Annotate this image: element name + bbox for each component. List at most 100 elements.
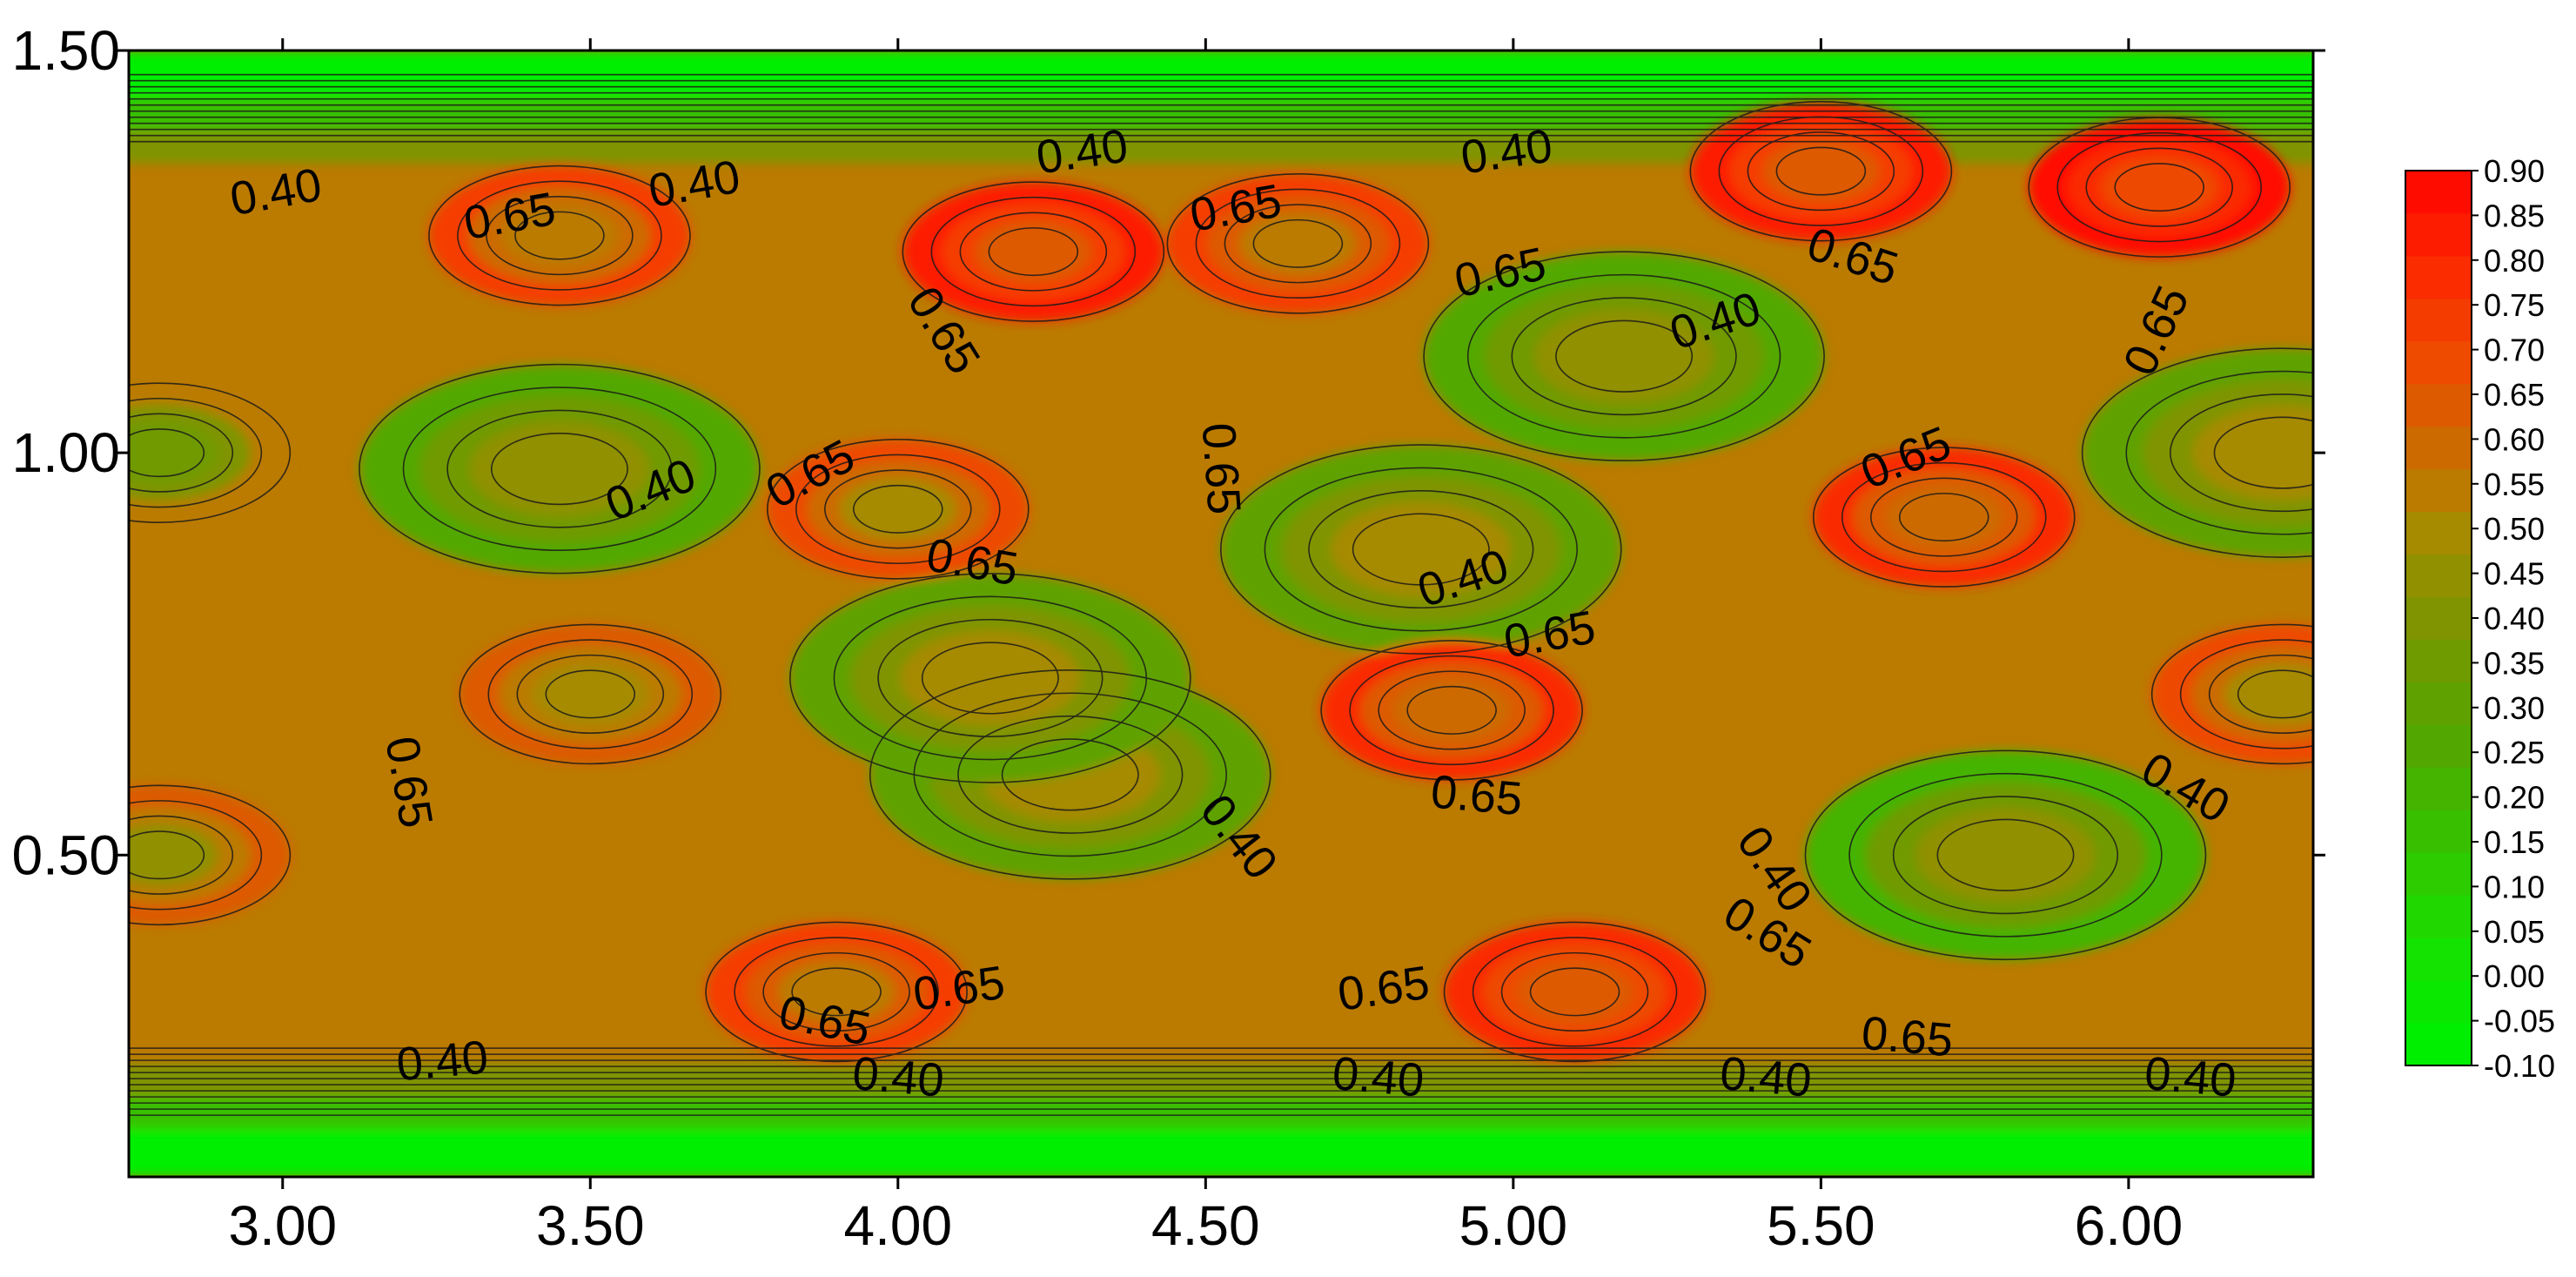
contour-line xyxy=(1466,273,1781,439)
x-tick-label: 5.00 xyxy=(1459,1194,1568,1257)
colorbar-label: 0.45 xyxy=(2484,556,2545,592)
x-tick-label: 3.50 xyxy=(536,1194,645,1257)
contour-line xyxy=(1775,146,1867,196)
colorbar-label: 0.20 xyxy=(2484,780,2545,816)
contour-label: 0.40 xyxy=(1033,119,1130,184)
field-cell xyxy=(129,823,218,887)
colorbar: -0.10 -0.05 0.00 0.05 0.10 0.15 0.20 0.25 0.30 0.… xyxy=(2405,153,2555,1084)
contour-line xyxy=(1224,204,1372,284)
contour-line xyxy=(930,196,1137,307)
contour-line xyxy=(767,439,1030,580)
colorbar-label: 0.05 xyxy=(2484,914,2545,950)
contour-line xyxy=(2150,623,2313,765)
contour-line xyxy=(487,639,694,749)
colorbar-swatch xyxy=(2405,852,2472,896)
colorbar-swatch xyxy=(2405,298,2472,342)
contour-label: 0.65 xyxy=(1192,421,1251,516)
colorbar-label: 0.30 xyxy=(2484,690,2545,726)
contour-label: 0.65 xyxy=(1429,765,1525,825)
contour-line xyxy=(129,428,205,478)
field-cell xyxy=(2100,156,2218,219)
colorbar-label: 0.15 xyxy=(2484,824,2545,860)
contour-label: 0.40 xyxy=(850,1047,946,1107)
contour-line xyxy=(2170,393,2313,513)
y-tick-label: 1.50 xyxy=(11,19,120,82)
colorbar-swatch xyxy=(2405,895,2472,938)
contour-line xyxy=(1308,490,1534,609)
contour-line xyxy=(795,454,1001,565)
field-cell xyxy=(1238,212,1357,275)
contour-line xyxy=(402,386,717,552)
contour-line xyxy=(486,195,634,276)
contour-line xyxy=(959,212,1108,292)
colorbar-label: 0.10 xyxy=(2484,869,2545,904)
contour-line xyxy=(902,181,1165,322)
contour-line xyxy=(129,784,292,926)
contour-label: 0.40 xyxy=(1718,1047,1814,1107)
contour-line xyxy=(1219,444,1622,655)
axes: 3.00 3.50 4.00 4.50 5.00 5.50 6.00 0.50 1.00 1.50 xyxy=(11,19,2325,1257)
field-cell xyxy=(1533,309,1714,404)
contour-line xyxy=(428,165,691,306)
colorbar-swatch xyxy=(2405,468,2472,513)
contour-line xyxy=(2028,117,2291,258)
colorbar-swatch xyxy=(2405,1023,2472,1066)
field-cell xyxy=(1392,678,1511,742)
colorbar-swatch xyxy=(2405,255,2472,299)
contour-line xyxy=(2125,370,2313,535)
field-band xyxy=(129,1128,2313,1177)
x-tick-label: 4.50 xyxy=(1151,1194,1260,1257)
colorbar-swatch xyxy=(2405,511,2472,555)
colorbar-label: 0.55 xyxy=(2484,467,2545,502)
colorbar-swatch xyxy=(2405,596,2472,640)
colorbar-swatch xyxy=(2405,980,2472,1024)
colorbar-swatch xyxy=(2405,810,2472,853)
colorbar-label: 0.50 xyxy=(2484,511,2545,547)
colorbar-swatch xyxy=(2405,682,2472,725)
contour-line xyxy=(1264,467,1578,632)
colorbar-swatch xyxy=(2405,639,2472,682)
field-cell xyxy=(2192,406,2313,501)
colorbar-swatch xyxy=(2405,171,2472,214)
field-cell xyxy=(129,421,218,485)
field-cell xyxy=(1915,808,2096,903)
field-cell xyxy=(900,630,1081,725)
field-cell xyxy=(777,960,896,1024)
contour-line xyxy=(129,413,234,493)
field-cell xyxy=(531,662,649,726)
contour-line xyxy=(853,484,943,534)
contour-line xyxy=(129,382,292,523)
contour-line xyxy=(1848,772,2163,938)
contour-line xyxy=(1555,319,1694,393)
contour-label: 0.40 xyxy=(1458,119,1555,184)
contour-line xyxy=(459,623,722,765)
contour-line xyxy=(2213,416,2313,489)
x-tick-label: 3.00 xyxy=(228,1194,337,1257)
colorbar-label: 0.75 xyxy=(2484,287,2545,323)
colorbar-label: 0.60 xyxy=(2484,421,2545,457)
field-cell xyxy=(1761,139,1880,203)
plot-frame xyxy=(127,49,2315,1179)
contour-line xyxy=(490,433,628,506)
contour-line xyxy=(1378,670,1526,750)
colorbar-label: -0.05 xyxy=(2484,1004,2555,1039)
contour-line xyxy=(359,363,761,575)
contour-line xyxy=(2085,147,2234,227)
field-band xyxy=(129,1096,2313,1129)
contour-line xyxy=(1529,967,1620,1017)
contour-line xyxy=(1195,188,1401,299)
contour-line xyxy=(2208,654,2313,735)
colorbar-swatch xyxy=(2405,340,2472,385)
y-tick-label: 0.50 xyxy=(11,823,120,886)
colorbar-label: 0.40 xyxy=(2484,601,2545,636)
colorbar-label: 0.25 xyxy=(2484,735,2545,770)
colorbar-swatch xyxy=(2405,554,2472,598)
colorbar-label: 0.00 xyxy=(2484,958,2545,994)
contour-line xyxy=(734,937,939,1047)
contour-line xyxy=(1166,173,1430,314)
contour-line xyxy=(1406,685,1497,735)
contour-line xyxy=(514,211,605,260)
field-band xyxy=(129,98,2313,131)
x-tick-label: 5.50 xyxy=(1767,1194,1875,1257)
